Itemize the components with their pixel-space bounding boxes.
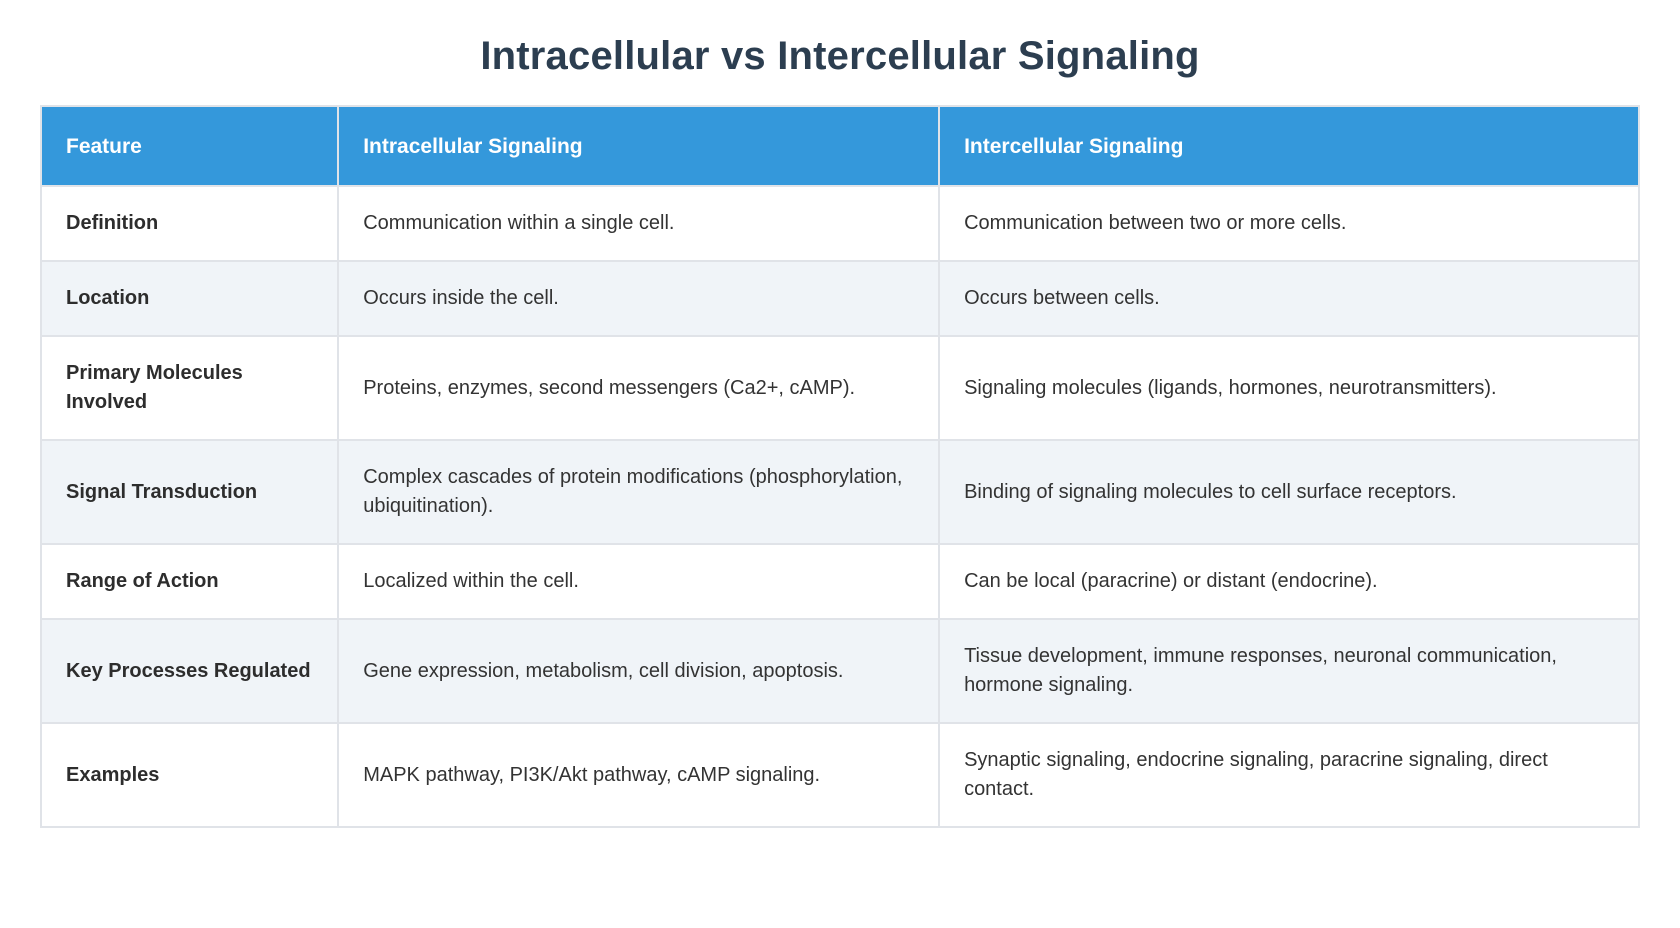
- intercellular-cell: Communication between two or more cells.: [938, 185, 1640, 262]
- table-row: Definition Communication within a single…: [39, 185, 1640, 262]
- intracellular-cell: Communication within a single cell.: [337, 185, 941, 262]
- table-row: Signal Transduction Complex cascades of …: [39, 439, 1640, 545]
- feature-cell: Definition: [39, 185, 340, 262]
- intercellular-cell: Synaptic signaling, endocrine signaling,…: [938, 722, 1640, 828]
- intracellular-cell: MAPK pathway, PI3K/Akt pathway, cAMP sig…: [337, 722, 941, 828]
- table-row: Location Occurs inside the cell. Occurs …: [39, 260, 1640, 337]
- table-row: Range of Action Localized within the cel…: [39, 543, 1640, 620]
- intercellular-cell: Binding of signaling molecules to cell s…: [938, 439, 1640, 545]
- intracellular-cell: Occurs inside the cell.: [337, 260, 941, 337]
- intracellular-cell: Gene expression, metabolism, cell divisi…: [337, 618, 941, 724]
- table-body: Definition Communication within a single…: [39, 185, 1640, 828]
- comparison-table: Feature Intracellular Signaling Intercel…: [39, 105, 1640, 828]
- intercellular-cell: Can be local (paracrine) or distant (end…: [938, 543, 1640, 620]
- feature-cell: Examples: [39, 722, 340, 828]
- table-row: Key Processes Regulated Gene expression,…: [39, 618, 1640, 724]
- intercellular-cell: Occurs between cells.: [938, 260, 1640, 337]
- intracellular-cell: Complex cascades of protein modification…: [337, 439, 941, 545]
- column-header-intercellular: Intercellular Signaling: [938, 105, 1640, 187]
- feature-cell: Primary Molecules Involved: [39, 335, 340, 441]
- intracellular-cell: Localized within the cell.: [337, 543, 941, 620]
- feature-cell: Location: [39, 260, 340, 337]
- header-row: Feature Intracellular Signaling Intercel…: [39, 105, 1640, 187]
- feature-cell: Range of Action: [39, 543, 340, 620]
- table-row: Examples MAPK pathway, PI3K/Akt pathway,…: [39, 722, 1640, 828]
- page-title: Intracellular vs Intercellular Signaling: [480, 34, 1200, 78]
- table-row: Primary Molecules Involved Proteins, enz…: [39, 335, 1640, 441]
- column-header-intracellular: Intracellular Signaling: [337, 105, 941, 187]
- intercellular-cell: Tissue development, immune responses, ne…: [938, 618, 1640, 724]
- feature-cell: Key Processes Regulated: [39, 618, 340, 724]
- intracellular-cell: Proteins, enzymes, second messengers (Ca…: [337, 335, 941, 441]
- intercellular-cell: Signaling molecules (ligands, hormones, …: [938, 335, 1640, 441]
- column-header-feature: Feature: [39, 105, 340, 187]
- feature-cell: Signal Transduction: [39, 439, 340, 545]
